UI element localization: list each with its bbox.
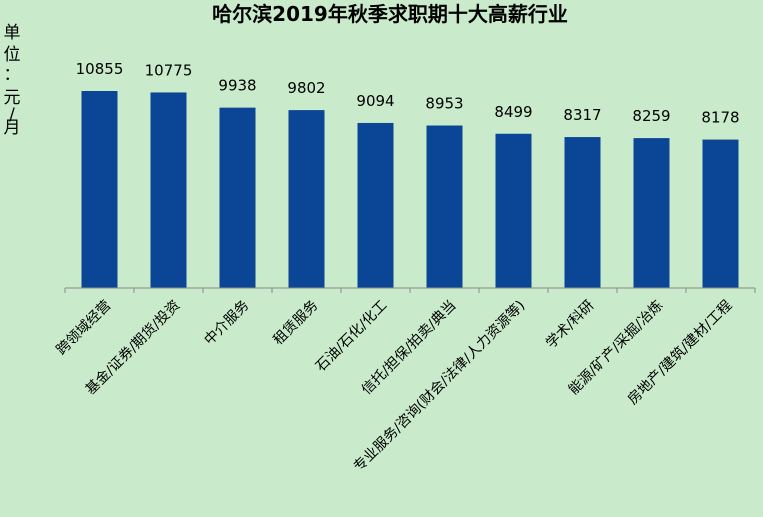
bar <box>495 133 532 288</box>
category-label: 租赁服务 <box>270 298 321 349</box>
category-label: 跨领域经营 <box>54 298 115 359</box>
bar <box>81 91 118 288</box>
bar <box>288 110 325 289</box>
category-label: 石油/石化/化工 <box>313 298 390 375</box>
bars <box>81 91 739 289</box>
data-label: 8259 <box>632 107 670 125</box>
data-label: 10855 <box>76 60 124 78</box>
y-axis-label-char: 位 <box>4 45 21 65</box>
data-labels: 10855 10775 9938 9802 9094 8953 8499 8317 8259 81… <box>76 60 740 127</box>
bar <box>633 138 670 288</box>
data-label: 8317 <box>563 106 601 124</box>
y-axis-label-char: / <box>9 105 15 125</box>
data-label: 8499 <box>494 103 532 121</box>
bar <box>702 139 739 288</box>
y-axis-label-char: 元 <box>4 88 21 108</box>
data-label: 9802 <box>287 79 325 97</box>
bar <box>357 122 394 288</box>
data-label: 8178 <box>701 109 739 127</box>
y-axis-label-char: ： <box>4 65 21 85</box>
bar <box>426 125 463 289</box>
y-axis-label: 单位： 元/月 <box>4 23 21 138</box>
y-axis-label-char: 单 <box>4 23 21 43</box>
data-label: 10775 <box>145 61 193 79</box>
data-label: 9094 <box>356 92 394 110</box>
bar <box>219 107 256 289</box>
data-label: 9938 <box>218 77 256 95</box>
bar <box>150 92 187 288</box>
chart-title: 哈尔滨2019年秋季求职期十大高薪行业 <box>212 2 568 26</box>
x-axis <box>64 287 756 293</box>
y-axis-label-char: 月 <box>4 118 21 138</box>
data-label: 8953 <box>425 95 463 113</box>
category-label: 学术/科研 <box>543 298 597 352</box>
bar <box>564 137 601 288</box>
category-label: 中介服务 <box>201 298 252 349</box>
